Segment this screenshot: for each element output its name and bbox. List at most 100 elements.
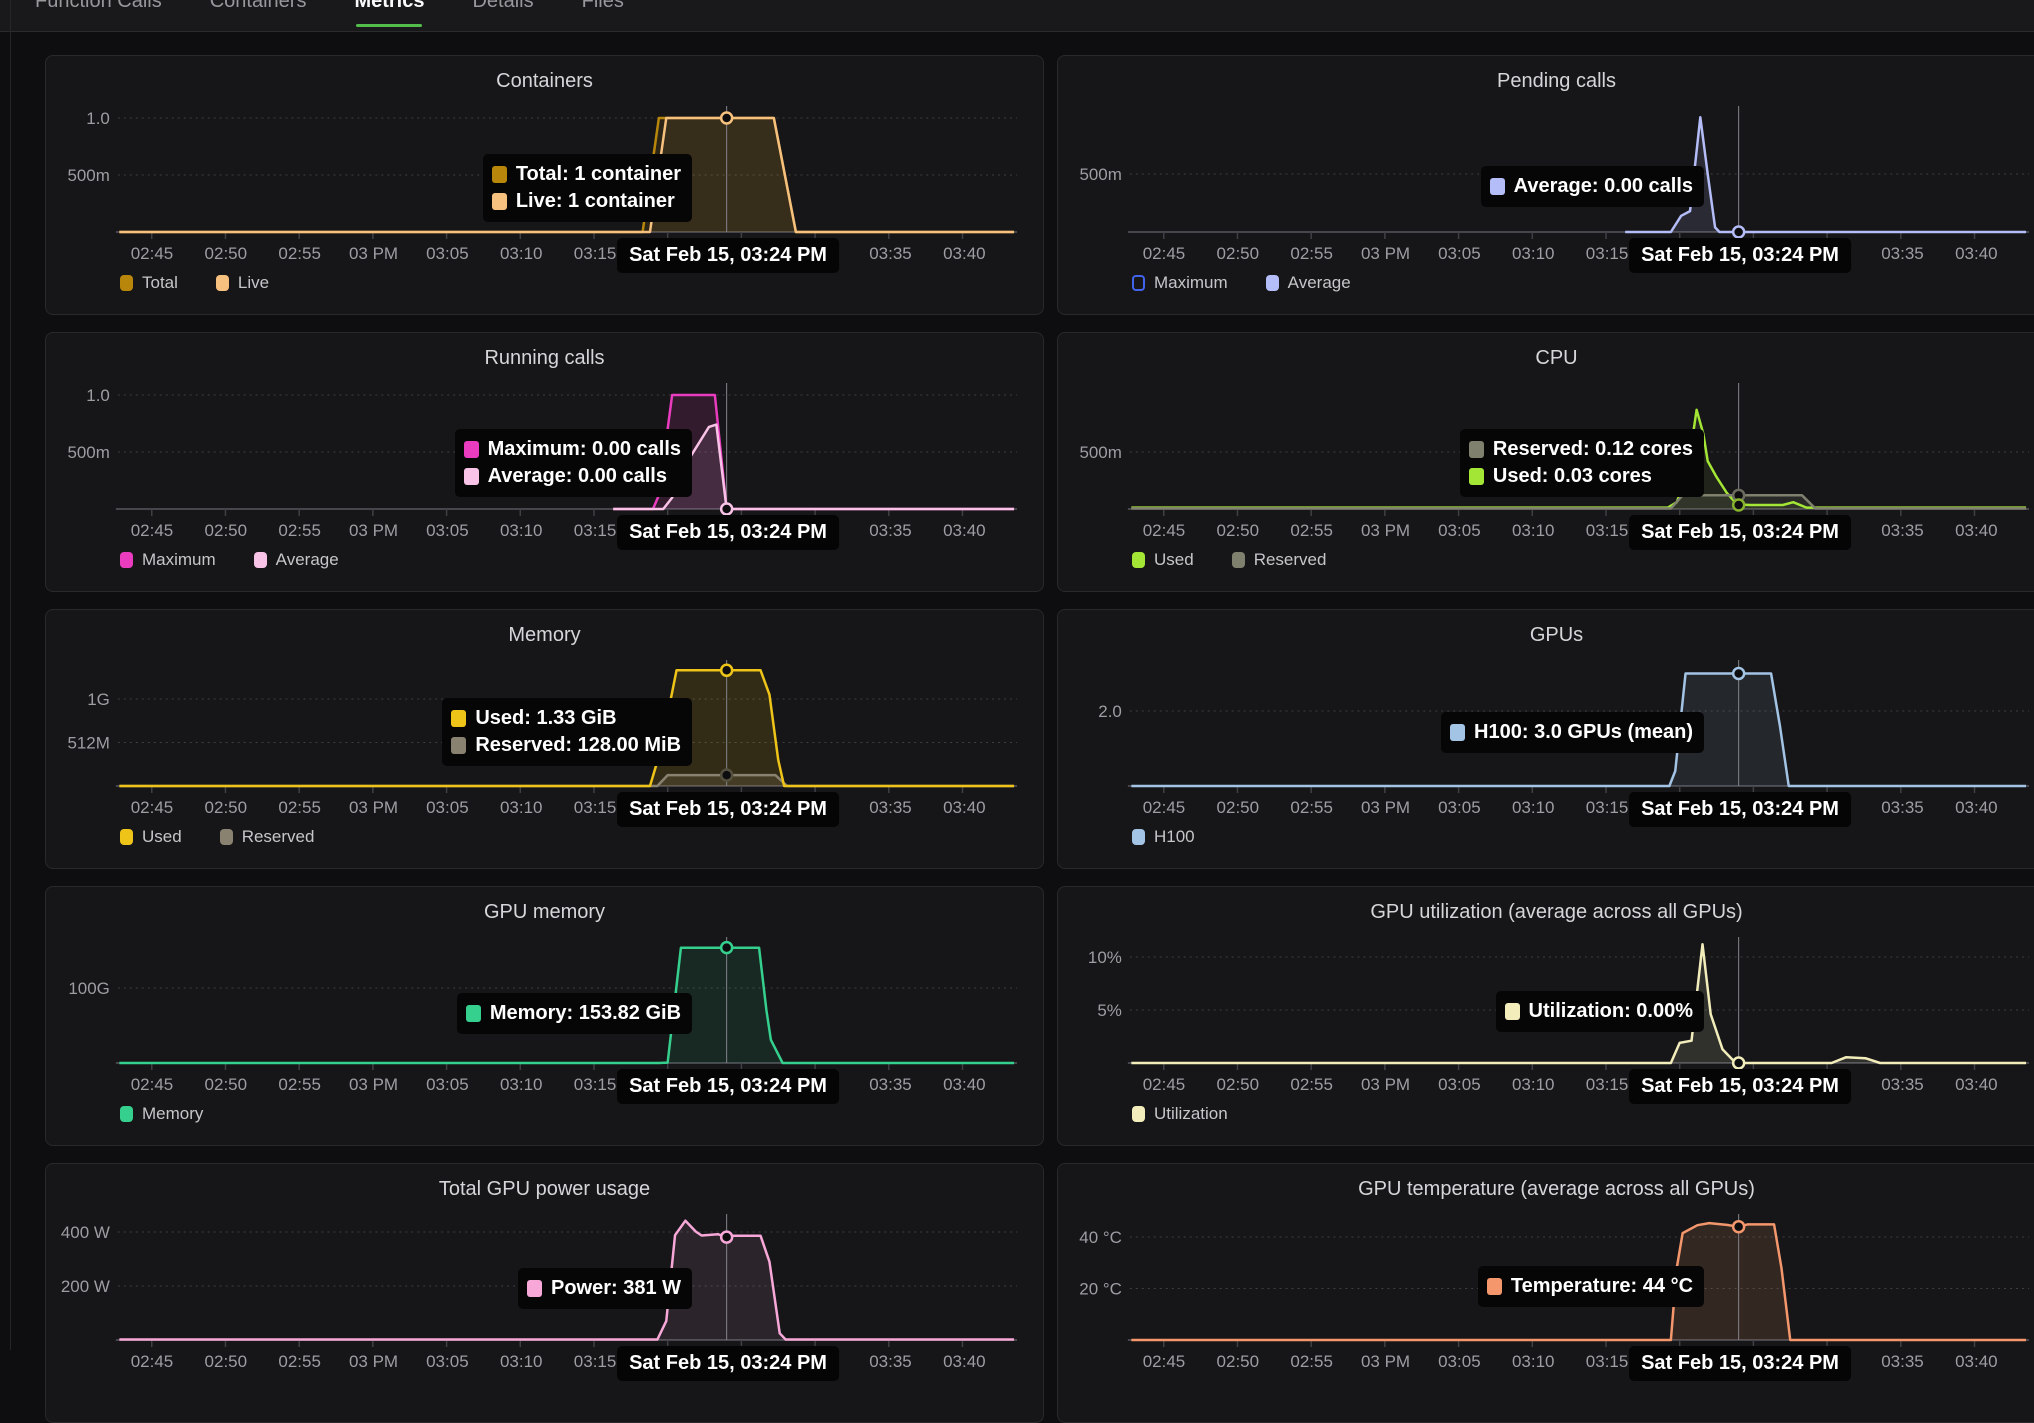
crosshair-marker [1731,666,1746,681]
chart-canvas[interactable]: 1G 512M [46,650,1043,800]
tab-list: Function Calls Containers Metrics Details Fi… [35,0,624,28]
y-tick-label: 100G [68,979,109,998]
tab-function-calls[interactable]: Function Calls [35,0,162,12]
tooltip-text: Power: 381 W [550,1277,682,1299]
chart-canvas[interactable]: 100G [46,927,1043,1077]
tooltip-text: Used: 0.03 cores [1492,465,1652,487]
crosshair-marker [719,502,734,516]
x-tick-label: 02:50 [1216,1352,1260,1371]
chart-title: Memory [508,624,581,646]
tooltip-line: Power: 381 W [526,1275,682,1302]
x-tick-label: 02:45 [130,1352,174,1371]
legend-swatch [1132,1106,1145,1122]
tooltip-swatch [491,193,507,210]
legend-swatch [1132,275,1145,291]
legend-item-live[interactable]: Live [215,273,270,293]
tooltip-line: Live: 1 container [491,188,681,215]
chart-plot-area[interactable]: 1.0 500m 02:45 02:50 02:55 03 PM 03:05 03:10 03:… [46,96,1043,273]
tooltip-text: Average: 0.00 calls [487,465,667,487]
series-fill-average [1625,117,2027,232]
legend-item-maximum[interactable]: Maximum [1132,273,1228,293]
legend-item-total[interactable]: Total [120,273,178,293]
tab-metrics[interactable]: Metrics [354,0,424,28]
x-tick-label: 02:55 [278,1075,321,1094]
chart-plot-area[interactable]: 1.0 500m 02:45 02:50 02:55 03 PM 03:05 03:10 03:… [46,373,1043,550]
legend-item-utilization[interactable]: Utilization [1132,1104,1228,1124]
chart-canvas[interactable]: 1.0 500m [46,96,1043,246]
chart-plot-area[interactable]: 100G 02:45 02:50 02:55 03 PM 03:05 03:10 03:15 0… [46,927,1043,1104]
x-tick-label: 03:15 [1585,1075,1629,1094]
x-tick-label: 02:55 [1290,798,1333,817]
crosshair-marker [719,663,734,678]
chart-canvas[interactable]: 1.0 500m [46,373,1043,523]
tooltip-swatch [451,737,467,754]
legend-label: Used [1154,550,1194,569]
chart-canvas[interactable]: 2.0 [1058,650,2034,800]
chart-legend: Used Reserved [120,827,1043,847]
legend-item-average[interactable]: Average [1265,273,1351,293]
legend-item-used[interactable]: Used [120,827,182,847]
chart-plot-area[interactable]: 40 °C 20 °C 02:45 02:50 02:55 03 PM 03:05 03:10… [1058,1204,2034,1381]
legend-item-average[interactable]: Average [253,550,339,570]
crosshair-date-label: Sat Feb 15, 03:24 PM [617,515,839,550]
y-tick-label: 500m [1079,165,1121,184]
x-tick-label: 03:40 [1955,244,1998,263]
tab-files[interactable]: Files [581,0,624,12]
tooltip-line: Total: 1 container [491,161,682,188]
legend-label: Total [142,273,178,292]
chart-plot-area[interactable]: 500m 02:45 02:50 02:55 03 PM 03:05 03:10 03:15 0… [1058,373,2034,550]
x-tick-label: 03:05 [426,521,469,540]
crosshair-date-label: Sat Feb 15, 03:24 PM [1629,238,1851,273]
x-tick-label: 02:45 [1142,521,1186,540]
x-tick-label: 03:10 [499,1352,543,1371]
tooltip-text: Maximum: 0.00 calls [487,438,682,460]
chart-plot-area[interactable]: 400 W 200 W 02:45 02:50 02:55 03 PM 03:05 03:10… [46,1204,1043,1381]
legend-item-reserved[interactable]: Reserved [1231,550,1326,570]
legend-item-maximum[interactable]: Maximum [120,550,216,570]
chart-canvas[interactable]: 10% 5% [1058,927,2034,1077]
chart-plot-area[interactable]: 10% 5% 02:45 02:50 02:55 03 PM 03:05 03:10 03:15… [1058,927,2034,1104]
chart-legend: Maximum Average [120,550,1043,570]
x-tick-label: 02:50 [204,244,248,263]
x-tick-label: 02:55 [1290,1352,1333,1371]
chart-tooltip: Temperature: 44 °C [1477,1266,1705,1307]
chart-panel-memory: Memory 1G 512M 02:45 02:50 02:55 03 PM 03:05 03:… [45,609,1044,869]
tab-containers[interactable]: Containers [209,0,307,12]
tooltip-swatch [526,1280,542,1297]
x-tick-label: 02:50 [204,521,248,540]
x-tick-label: 03:35 [1881,1075,1924,1094]
legend-label: Reserved [241,827,315,846]
x-tick-label: 03:10 [499,244,543,263]
x-tick-label: 03 PM [348,244,399,263]
legend-item-used[interactable]: Used [1132,550,1194,570]
chart-plot-area[interactable]: 500m 02:45 02:50 02:55 03 PM 03:05 03:10 03:15 0… [1058,96,2034,273]
tooltip-text: Total: 1 container [515,163,682,185]
tooltip-line: Average: 0.00 calls [1489,173,1693,200]
tooltip-line: Temperature: 44 °C [1486,1273,1693,1300]
crosshair-marker [719,1230,734,1244]
x-tick-label: 03:15 [573,798,617,817]
tooltip-text: Utilization: 0.00% [1528,1000,1694,1022]
tooltip-line: Used: 0.03 cores [1468,463,1693,490]
x-tick-label: 03 PM [348,1075,399,1094]
legend-label: Maximum [142,550,216,569]
chart-plot-area[interactable]: 1G 512M 02:45 02:50 02:55 03 PM 03:05 03:10 03:1… [46,650,1043,827]
tooltip-line: H100: 3.0 GPUs (mean) [1450,719,1693,746]
x-tick-label: 03:10 [1511,1075,1555,1094]
legend-swatch [120,1106,133,1122]
legend-item-memory[interactable]: Memory [120,1104,203,1124]
legend-label: Live [237,273,270,292]
chart-panel-pending-calls: Pending calls 500m 02:45 02:50 02:55 03 PM 03:… [1057,55,2034,315]
legend-item-reserved[interactable]: Reserved [219,827,315,847]
chart-canvas[interactable]: 400 W 200 W [46,1204,1043,1354]
tab-details[interactable]: Details [472,0,534,12]
x-tick-label: 02:45 [130,244,174,263]
chart-tooltip: Power: 381 W [517,1268,693,1309]
x-tick-label: 03:10 [499,798,543,817]
legend-item-h100[interactable]: H100 [1132,827,1195,847]
x-tick-label: 03:35 [1881,798,1924,817]
chart-plot-area[interactable]: 2.0 02:45 02:50 02:55 03 PM 03:05 03:10 03:15 03… [1058,650,2034,827]
crosshair-date-label: Sat Feb 15, 03:24 PM [617,1069,839,1104]
y-tick-label: 1.0 [86,386,110,405]
